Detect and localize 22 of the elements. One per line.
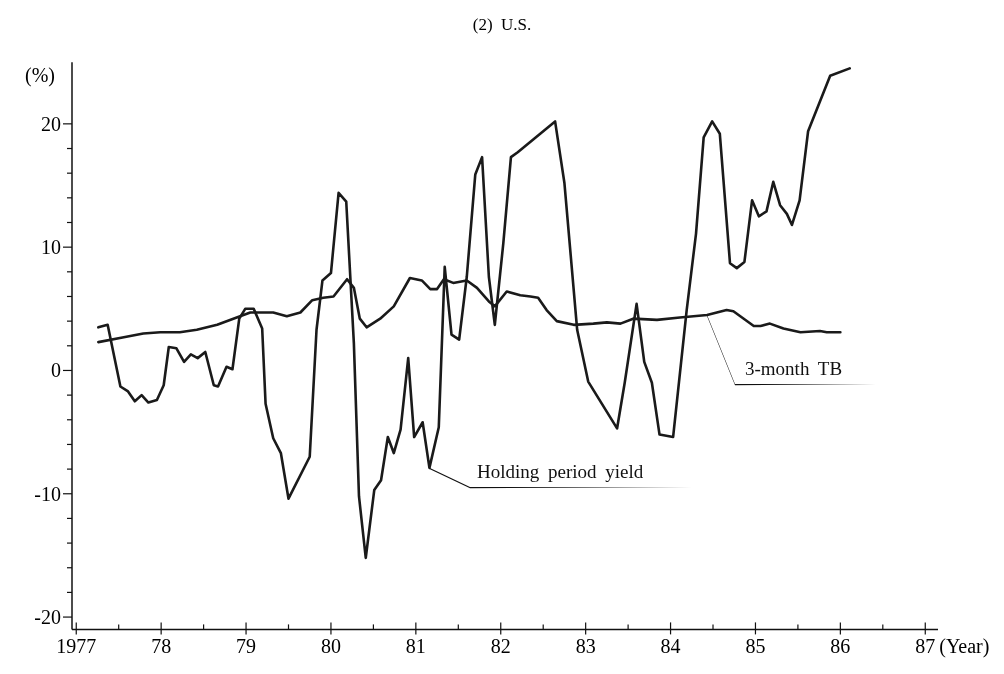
y-axis-title: (%) — [25, 64, 55, 87]
chart-title: (2) U.S. — [472, 15, 532, 34]
x-tick-label: 1977 — [56, 635, 97, 658]
x-tick-label: 81 — [405, 635, 426, 658]
series-label: Holding period yield — [477, 461, 644, 482]
x-tick-label: 78 — [151, 635, 172, 658]
x-tick-label: 86 — [830, 635, 851, 658]
y-tick-label: 10 — [41, 236, 61, 259]
x-tick-label: 84 — [660, 635, 681, 658]
line-series — [97, 67, 851, 560]
y-tick-label: -20 — [34, 606, 61, 629]
y-tick-label: 0 — [51, 359, 61, 382]
x-tick-label: 85 — [745, 635, 766, 658]
x-tick-label: 83 — [575, 635, 596, 658]
x-tick-label: 87 — [915, 635, 936, 658]
x-tick-label: 79 — [236, 635, 257, 658]
x-tick-label: 82 — [490, 635, 511, 658]
y-tick-label: -10 — [34, 482, 61, 505]
y-tick-label: 20 — [41, 112, 61, 135]
x-axis-title: (Year) — [939, 635, 990, 659]
series-label: 3-month TB — [745, 358, 843, 379]
x-tick-label: 80 — [320, 635, 341, 658]
